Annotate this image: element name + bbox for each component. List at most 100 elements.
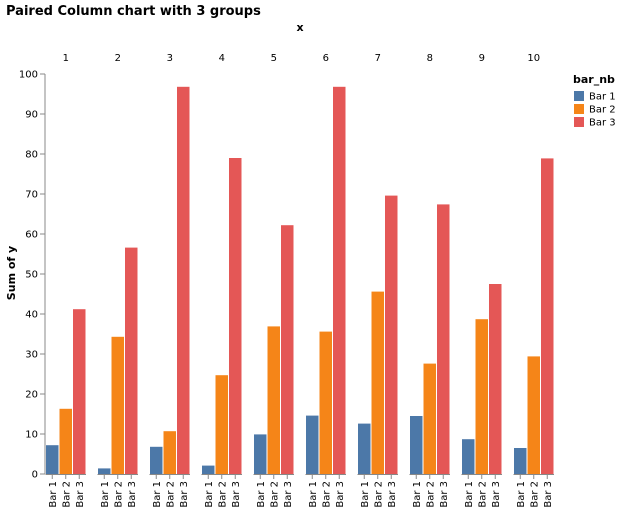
x-tick-label: Bar 1 [308, 481, 319, 508]
facet-panel: 9 Bar 1 Bar 2 Bar 3 [461, 53, 502, 508]
x-tick-label: Bar 1 [516, 481, 527, 508]
bar [281, 225, 294, 474]
x-tick-label: Bar 2 [373, 481, 384, 508]
x-tick-label: Bar 1 [256, 481, 267, 508]
facet-header-label: 3 [167, 53, 173, 64]
bar [177, 86, 190, 475]
y-tick-label: 80 [25, 150, 38, 161]
y-tick-label: 10 [25, 430, 38, 441]
facet-panel: 2 Bar 1 Bar 2 Bar 3 [97, 53, 138, 508]
bar [98, 468, 111, 474]
bar [267, 326, 280, 474]
x-tick-label: Bar 2 [113, 481, 124, 508]
bar [541, 158, 554, 474]
y-tick-label: 30 [25, 350, 38, 361]
bar [475, 319, 488, 474]
bar [202, 465, 215, 474]
x-tick-label: Bar 2 [217, 481, 228, 508]
legend-item: Bar 2 [574, 104, 616, 116]
x-tick-label: Bar 2 [529, 481, 540, 508]
legend-item: Bar 3 [574, 117, 616, 129]
facet-panel: 6 Bar 1 Bar 2 Bar 3 [305, 53, 346, 508]
bar [423, 363, 436, 474]
y-tick-label: 100 [19, 70, 38, 81]
y-tick-label: 60 [25, 230, 38, 241]
facet-panel: 10 Bar 1 Bar 2 Bar 3 [513, 53, 554, 508]
x-tick-label: Bar 2 [321, 481, 332, 508]
x-tick-label: Bar 2 [61, 481, 72, 508]
x-tick-label: Bar 3 [439, 481, 450, 508]
legend-swatch [574, 91, 584, 101]
facet-panel: 7 Bar 1 Bar 2 Bar 3 [357, 53, 398, 508]
facet-header-label: 2 [115, 53, 121, 64]
bar [111, 336, 124, 474]
bar [462, 439, 475, 474]
facet-panel: 3 Bar 1 Bar 2 Bar 3 [149, 53, 190, 508]
x-tick-label: Bar 1 [48, 481, 59, 508]
legend-label: Bar 2 [589, 105, 616, 116]
facet-panel: 1 Bar 1 Bar 2 Bar 3 [45, 53, 86, 508]
y-axis: 0 10 20 30 40 50 60 70 80 90 100 [19, 70, 46, 481]
bar [319, 331, 332, 474]
y-tick-label: 0 [32, 470, 38, 481]
y-tick-label: 50 [25, 270, 38, 281]
facet-panel: 4 Bar 1 Bar 2 Bar 3 [201, 53, 242, 508]
x-tick-label: Bar 2 [269, 481, 280, 508]
x-tick-label: Bar 3 [231, 481, 242, 508]
bar [150, 446, 163, 474]
legend-label: Bar 3 [589, 118, 616, 129]
facet-header-label: 8 [427, 53, 433, 64]
x-tick-label: Bar 1 [464, 481, 475, 508]
bar [163, 431, 176, 474]
x-tick-label: Bar 1 [412, 481, 423, 508]
bar [73, 309, 86, 474]
x-tick-label: Bar 2 [165, 481, 176, 508]
x-tick-label: Bar 1 [360, 481, 371, 508]
x-tick-label: Bar 1 [100, 481, 111, 508]
legend-label: Bar 1 [589, 92, 616, 103]
bar [514, 448, 527, 474]
x-tick-label: Bar 3 [387, 481, 398, 508]
bar [46, 445, 59, 474]
bar [254, 434, 267, 474]
legend-swatch [574, 117, 584, 127]
column-axis-title: x [296, 21, 303, 34]
bar [333, 86, 346, 475]
y-tick-label: 20 [25, 390, 38, 401]
x-tick-label: Bar 1 [152, 481, 163, 508]
legend-item: Bar 1 [574, 91, 616, 103]
x-tick-label: Bar 1 [204, 481, 215, 508]
x-tick-label: Bar 3 [335, 481, 346, 508]
facet-header-label: 6 [323, 53, 329, 64]
facet-header-label: 9 [479, 53, 485, 64]
bar [489, 284, 502, 474]
x-tick-label: Bar 3 [491, 481, 502, 508]
facet-header-label: 4 [219, 53, 225, 64]
x-tick-label: Bar 3 [127, 481, 138, 508]
x-tick-label: Bar 3 [179, 481, 190, 508]
bar [371, 291, 384, 474]
bar [358, 423, 371, 474]
bar [410, 416, 423, 474]
y-axis-title: Sum of y [5, 246, 18, 300]
bar [437, 204, 450, 474]
bar [385, 195, 398, 474]
facet-panel: 5 Bar 1 Bar 2 Bar 3 [253, 53, 294, 508]
bar [215, 375, 228, 474]
facet-header-label: 7 [375, 53, 381, 64]
bar [306, 415, 319, 474]
bar [229, 158, 242, 474]
legend-title: bar_nb [573, 73, 615, 86]
facet-header-label: 10 [527, 53, 540, 64]
x-tick-label: Bar 3 [75, 481, 86, 508]
legend-swatch [574, 104, 584, 114]
x-tick-label: Bar 3 [283, 481, 294, 508]
x-tick-label: Bar 3 [543, 481, 554, 508]
bar [527, 356, 540, 474]
facet-header-label: 1 [63, 53, 69, 64]
facet-panel: 8 Bar 1 Bar 2 Bar 3 [409, 53, 450, 508]
y-tick-label: 70 [25, 190, 38, 201]
bar [59, 408, 72, 474]
